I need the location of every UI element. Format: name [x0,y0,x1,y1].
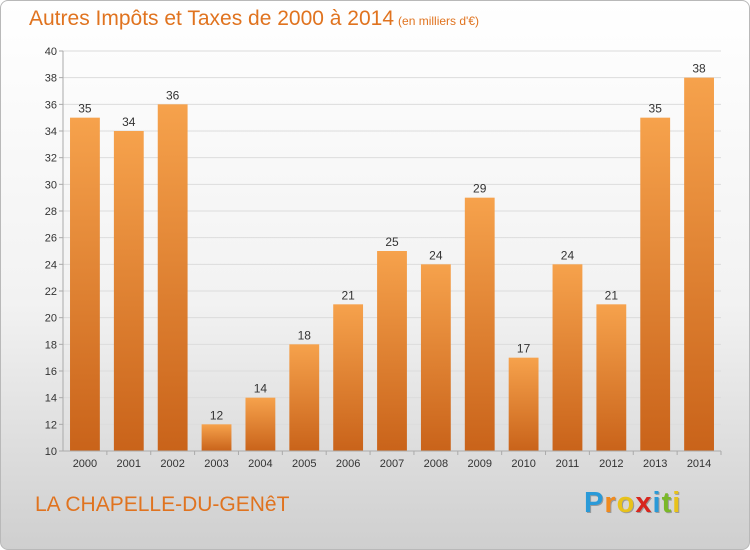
x-tick-label: 2014 [687,458,711,470]
data-label: 14 [254,382,268,396]
y-tick-label: 16 [45,366,57,378]
x-tick-label: 2012 [599,458,623,470]
bar-2000 [70,117,100,452]
bars [70,77,714,452]
x-tick-label: 2001 [117,458,141,470]
commune-name: LA CHAPELLE-DU-GENêT [35,493,290,516]
y-tick-label: 40 [45,46,57,58]
bar-2006 [333,304,364,451]
y-axis: 10 12 14 16 18 20 22 24 26 28 30 32 34 36 38 40 [45,46,64,458]
data-label: 24 [561,248,575,262]
x-tick-label: 2008 [424,458,448,470]
logo-letter: r [604,487,617,519]
data-label: 17 [517,342,531,356]
x-tick-label: 2003 [204,458,228,470]
data-label: 36 [166,88,180,102]
x-tick-label: 2002 [160,458,184,470]
data-label: 25 [385,235,399,249]
bar-2002 [157,104,188,451]
bar-2010 [508,357,539,451]
data-label: 18 [298,328,312,342]
chart-title: Autres Impôts et Taxes de 2000 à 2014 (en… [29,7,479,31]
y-tick-label: 22 [45,286,57,298]
data-label: 35 [78,102,92,116]
logo-letter: x [635,487,653,519]
y-tick-label: 38 [45,73,57,85]
bar-2011 [552,264,583,451]
y-tick-label: 20 [45,313,57,325]
data-label: 24 [429,248,443,262]
bar-2001 [113,131,144,451]
logo-letter: i [652,487,662,519]
logo-letter: t [661,487,673,519]
y-tick-label: 10 [45,446,57,458]
y-tick-label: 32 [45,153,57,165]
x-axis: 2000 2001 2002 2003 2004 2005 2006 2007 2008 2009… [63,450,722,470]
x-tick-label: 2011 [556,458,580,470]
bar-2004 [245,397,276,451]
x-tick-label: 2009 [467,458,491,470]
chart-title-text: Autres Impôts et Taxes de 2000 à 2014 [29,7,395,30]
proxiti-logo: Proxiti [584,487,681,520]
data-label: 21 [341,288,355,302]
y-tick-label: 18 [45,339,57,351]
x-tick-label: 2006 [336,458,360,470]
x-tick-label: 2000 [73,458,97,470]
y-tick-label: 34 [45,126,57,138]
y-tick-label: 12 [45,419,57,431]
x-tick-label: 2007 [380,458,404,470]
data-label: 35 [649,102,663,116]
data-labels: 35 34 36 12 14 18 21 25 24 29 17 24 21 35 38 [78,62,706,423]
y-tick-label: 14 [45,393,57,405]
x-tick-label: 2010 [511,458,535,470]
y-tick-label: 30 [45,179,57,191]
bar-2008 [420,264,451,451]
logo-letter: P [584,487,605,519]
y-tick-label: 26 [45,233,57,245]
bar-2013 [640,117,671,452]
bar-2007 [377,251,407,451]
data-label: 34 [122,115,136,129]
data-label: 29 [473,182,487,196]
bar-2003 [201,424,232,451]
logo-letter: i [672,487,682,519]
y-tick-label: 36 [45,99,57,111]
x-tick-label: 2005 [292,458,316,470]
bar-2009 [464,197,495,451]
x-tick-label: 2004 [248,458,272,470]
bar-2012 [596,304,627,451]
x-tick-label: 2013 [643,458,667,470]
logo-letter: o [616,487,636,519]
data-label: 21 [605,288,619,302]
data-label: 12 [210,408,224,422]
bar-2005 [289,344,320,451]
chart-unit: (en milliers d'€) [398,14,480,28]
y-tick-label: 28 [45,206,57,218]
data-label: 38 [692,62,706,76]
y-tick-label: 24 [45,259,57,271]
bar-2014 [684,77,714,452]
